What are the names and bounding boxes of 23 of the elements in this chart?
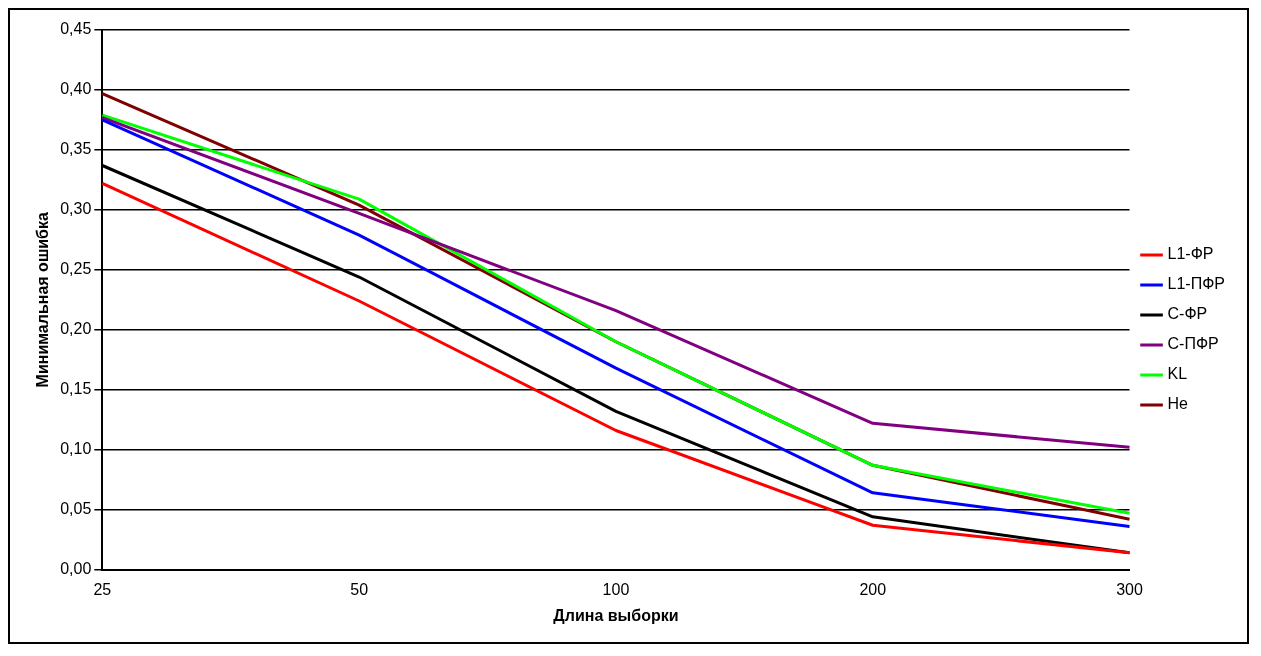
legend-label: KL (1167, 365, 1188, 383)
y-tick-label: 0,25 (60, 260, 92, 278)
legend-label: L1-ФР (1167, 245, 1214, 263)
x-tick-label: 200 (859, 580, 887, 598)
x-tick-label: 300 (1116, 580, 1143, 598)
y-tick-label: 0,20 (60, 320, 92, 338)
legend-label: He (1167, 395, 1189, 413)
x-axis-title: Длина выборки (553, 606, 679, 624)
y-tick-label: 0,05 (60, 500, 92, 518)
y-tick-label: 0,45 (60, 20, 92, 38)
y-tick-label: 0,35 (60, 140, 92, 158)
x-tick-label: 50 (350, 580, 369, 598)
y-axis-title: Минимальная ошибка (34, 212, 52, 388)
y-tick-label: 0,30 (60, 200, 92, 218)
y-tick-label: 0,15 (60, 380, 92, 398)
legend-label: C-ФР (1167, 305, 1208, 323)
y-tick-label: 0,10 (60, 440, 92, 458)
x-tick-label: 100 (602, 580, 630, 598)
legend-label: C-ПФР (1167, 335, 1219, 353)
legend-label: L1-ПФР (1167, 275, 1226, 293)
x-tick-label: 25 (93, 580, 112, 598)
y-tick-label: 0,40 (60, 80, 92, 98)
y-tick-label: 0,00 (60, 560, 92, 578)
